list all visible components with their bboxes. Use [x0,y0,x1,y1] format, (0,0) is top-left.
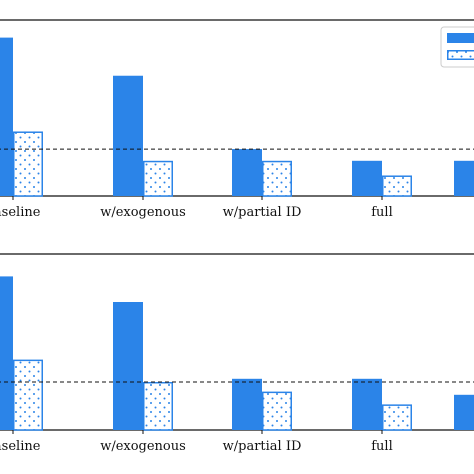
bar-solid-baseline [0,37,13,196]
x-tick-label: baseline [0,439,41,454]
bar-hatched-w-exogenous [143,382,173,431]
bar-hatched-baseline [13,131,43,197]
bar-hatched-w-exogenous [143,160,173,197]
legend-swatch-solid [447,33,474,43]
bar-solid-extra [454,160,474,196]
x-tick-label: baseline [0,205,41,220]
chart-panel-1: baseline w/exogenous w/partial ID full [0,19,474,220]
bar-solid-extra [454,394,474,430]
bar-hatched-w-partial-id [262,160,292,197]
bar-solid-w-partial-id [232,149,262,196]
bar-hatched-baseline [13,359,43,431]
x-tick-label: full [371,439,393,454]
bar-solid-w-partial-id [232,378,262,430]
bar-solid-w-exogenous [113,302,143,430]
x-tick-label: w/partial ID [223,439,302,454]
x-tick-label: w/partial ID [223,205,302,220]
bar-hatched-w-partial-id [262,391,292,431]
x-tick-label: full [371,205,393,220]
legend [440,26,474,68]
x-tick-label: w/exogenous [100,439,186,454]
x-tick-label: w/exogenous [100,205,186,220]
chart-panel-2: baseline w/exogenous w/partial ID full [0,253,474,454]
bar-solid-w-exogenous [113,75,143,196]
bar-hatched-full [382,404,412,431]
legend-swatch-hatched [447,50,474,60]
bar-solid-full [352,378,382,430]
bar-solid-full [352,160,382,196]
bar-hatched-full [382,175,412,197]
bar-solid-baseline [0,276,13,430]
